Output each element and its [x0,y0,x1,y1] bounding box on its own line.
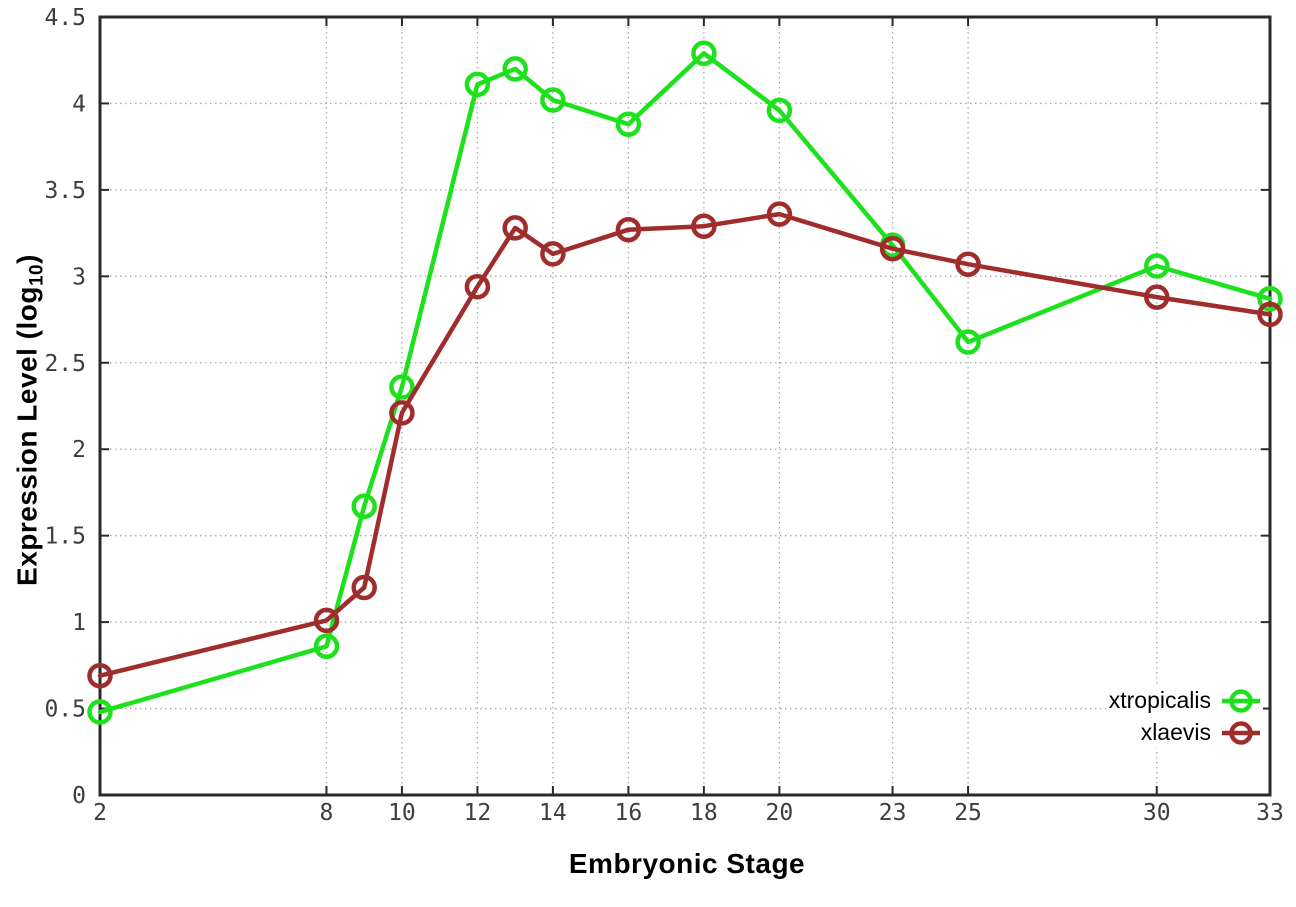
data-point-xlaevis-stage-10 [389,400,415,426]
data-point-xtropicalis-stage-20 [766,97,793,124]
y-tick-label: 0 [72,783,86,809]
y-tick-label: 3.5 [44,178,86,204]
x-tick-label: 10 [388,800,416,826]
plot-border [98,15,1272,797]
data-point-xlaevis-stage-13 [502,215,528,241]
x-tick-label: 8 [320,800,334,826]
y-axis-title-end: ) [11,254,43,264]
data-point-xtropicalis-stage-13 [502,56,528,82]
legend-item-xlaevis: xlaevis [1109,719,1261,746]
x-tick-label: 20 [766,800,794,826]
y-tick-label: 4 [72,91,86,117]
legend-item-xtropicalis: xtropicalis [1109,687,1261,714]
data-point-xtropicalis-stage-8 [313,633,340,660]
data-point-xlaevis-stage-20 [766,201,793,227]
x-tick-labels: 2 8 10 12 14 16 18 20 23 25 30 33 [93,800,1284,826]
data-point-xlaevis-stage-9 [351,574,377,601]
x-tick-label: 33 [1256,800,1284,826]
y-tick-label: 4.5 [44,5,86,31]
legend: xtropicalis xlaevis [1106,685,1263,748]
y-tick-label: 2.5 [44,351,86,377]
series-line-xlaevis [97,211,1273,678]
legend-marker-xlaevis-icon [1222,720,1260,745]
data-point-xlaevis-stage-14 [540,241,566,267]
y-tick-label: 2 [72,437,86,463]
data-point-xtropicalis-stage-30 [1144,253,1170,279]
x-tick-label: 18 [690,800,718,826]
y-axis-title-subscript: 10 [26,263,48,287]
data-point-xlaevis-stage-18 [691,213,717,239]
data-point-xlaevis-stage-2 [87,662,113,689]
y-tick-label: 3 [72,264,86,290]
series-xlaevis [87,201,1283,689]
axis-ticks [99,16,1271,796]
x-tick-label: 16 [615,800,643,826]
x-tick-label: 2 [93,800,107,826]
data-point-xlaevis-stage-8 [313,607,340,634]
x-tick-label: 25 [954,800,982,826]
data-point-xtropicalis-stage-2 [87,699,113,725]
data-point-xlaevis-stage-12 [464,273,491,300]
x-tick-label: 14 [539,800,567,826]
legend-label-xtropicalis: xtropicalis [1108,687,1211,713]
data-point-xlaevis-stage-16 [615,216,642,243]
series-xtropicalis [87,40,1283,725]
data-point-xtropicalis-stage-9 [351,493,377,520]
data-point-xtropicalis-stage-33 [1257,286,1283,312]
y-axis-title: Expression Level (log10) [12,254,49,586]
data-point-xtropicalis-stage-16 [615,111,642,137]
data-point-xlaevis-stage-25 [955,251,981,277]
y-axis-title-main: Expression Level (log [11,286,43,586]
data-point-xtropicalis-stage-25 [955,329,981,355]
legend-marker-xtropicalis-icon [1222,688,1260,713]
y-tick-label: 1.5 [44,524,86,550]
data-point-xtropicalis-stage-12 [464,71,491,98]
legend-label-xlaevis: xlaevis [1140,719,1211,745]
x-tick-label: 23 [879,800,907,826]
gridlines [100,17,1270,795]
x-tick-label: 30 [1143,800,1171,826]
x-tick-label: 12 [464,800,492,826]
y-tick-label: 1 [72,610,86,636]
data-point-xtropicalis-stage-10 [389,374,415,400]
data-point-xlaevis-stage-30 [1144,284,1170,310]
y-tick-labels: 0 0.5 1 1.5 2 2.5 3 3.5 4 4.5 [44,5,86,809]
series-line-xtropicalis [97,51,1273,715]
data-point-xtropicalis-stage-14 [540,87,566,113]
data-point-xlaevis-stage-33 [1257,301,1283,328]
data-point-xlaevis-stage-23 [879,235,906,262]
x-axis-title: Embryonic Stage [568,848,806,879]
y-tick-label: 0.5 [44,697,86,723]
data-point-xtropicalis-stage-18 [691,40,717,67]
